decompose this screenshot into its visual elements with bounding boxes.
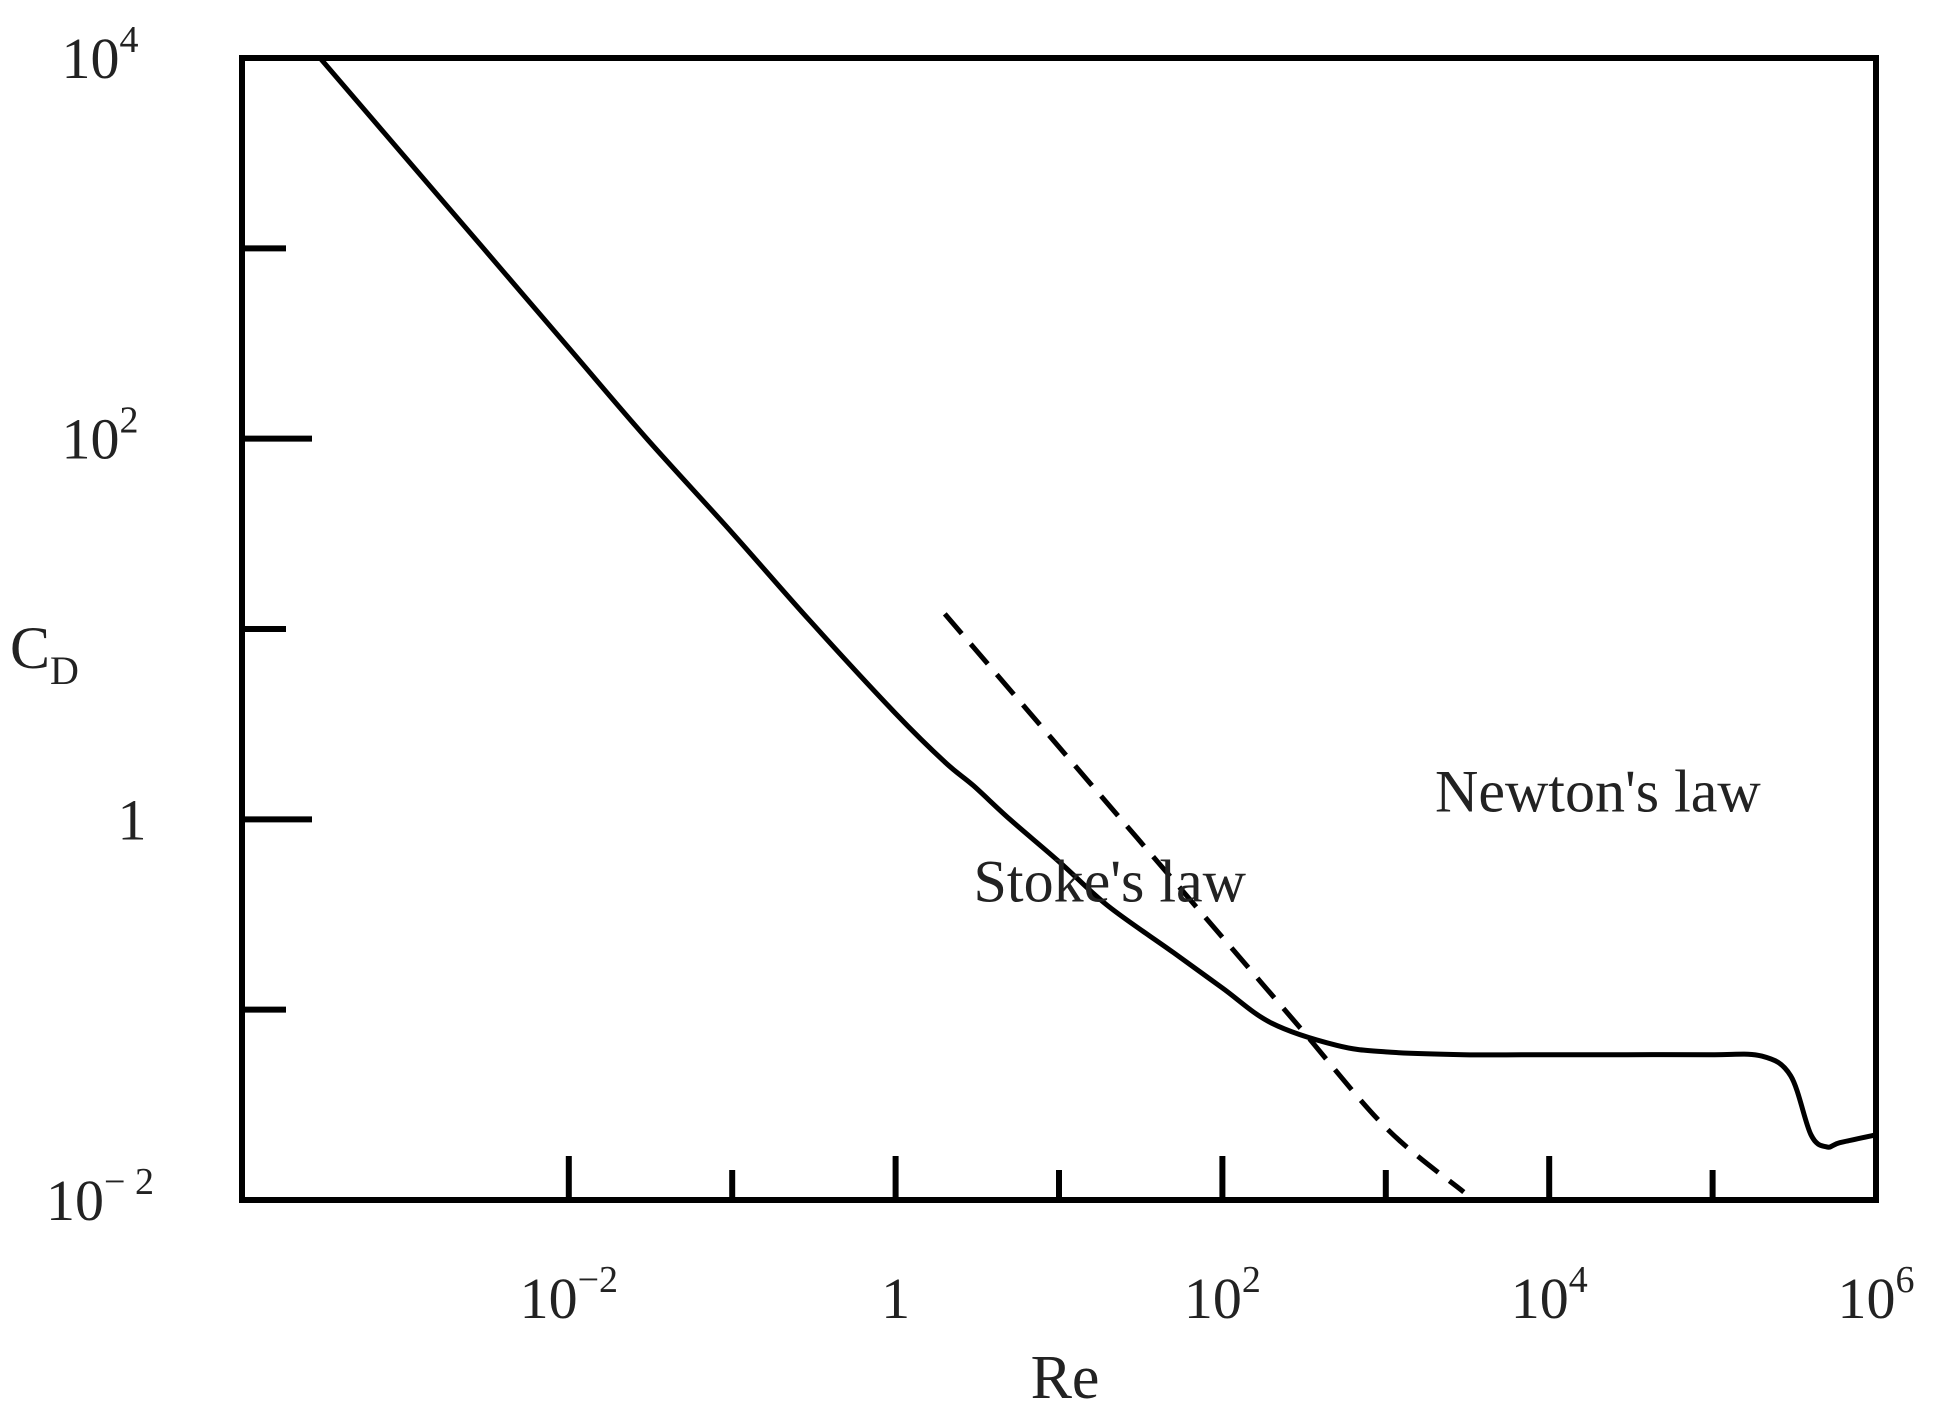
y-axis-label: CD	[10, 615, 79, 693]
solid-series-line	[318, 56, 1877, 1150]
y-tick-label: 104	[62, 19, 139, 91]
x-tick-label-exponent: −2	[578, 1259, 618, 1301]
y-tick-label-exponent: 4	[120, 19, 139, 61]
ticks-layer	[242, 245, 1716, 1200]
y-tick-label: 1	[118, 787, 147, 852]
x-tick-label: 106	[1838, 1259, 1915, 1331]
y-axis-label-main: C	[10, 615, 50, 681]
annotation-label: Newton's law	[1435, 759, 1761, 825]
x-tick-label-exponent: 6	[1896, 1259, 1915, 1301]
y-tick-label-exponent: − 2	[104, 1161, 154, 1203]
x-tick-label-exponent: 4	[1569, 1259, 1588, 1301]
series-layer	[318, 56, 1877, 1195]
plot-frame-group	[239, 55, 1879, 1203]
x-tick-label-base: 10	[1511, 1266, 1569, 1331]
x-tick-label-base: 10	[1838, 1266, 1896, 1331]
x-tick-label: 104	[1511, 1259, 1588, 1331]
x-tick-label: 1	[881, 1266, 910, 1331]
x-tick-label-exponent: 2	[1242, 1259, 1261, 1301]
dashed-series-line	[942, 612, 1466, 1195]
y-axis-label-subscript: D	[50, 648, 79, 693]
y-tick-label: 102	[62, 400, 139, 472]
annotation-label: Stoke's law	[974, 849, 1247, 915]
x-tick-label-base: 1	[881, 1266, 910, 1331]
x-tick-label-base: 10	[1184, 1266, 1242, 1331]
x-tick-label-base: 10	[520, 1266, 578, 1331]
x-tick-label: 102	[1184, 1259, 1261, 1331]
annotation-layer: Newton's law Stoke's law	[974, 759, 1762, 915]
y-tick-label-base: 10	[46, 1168, 104, 1233]
y-tick-label-base: 1	[118, 787, 147, 852]
y-tick-label-base: 10	[62, 407, 120, 472]
plot-frame	[239, 55, 1879, 1203]
y-tick-label-exponent: 2	[120, 400, 139, 442]
y-tick-label-base: 10	[62, 26, 120, 91]
x-axis-label: Re	[1031, 1344, 1100, 1412]
x-tick-label: 10−2	[520, 1259, 618, 1331]
y-tick-label: 10− 2	[46, 1161, 154, 1233]
